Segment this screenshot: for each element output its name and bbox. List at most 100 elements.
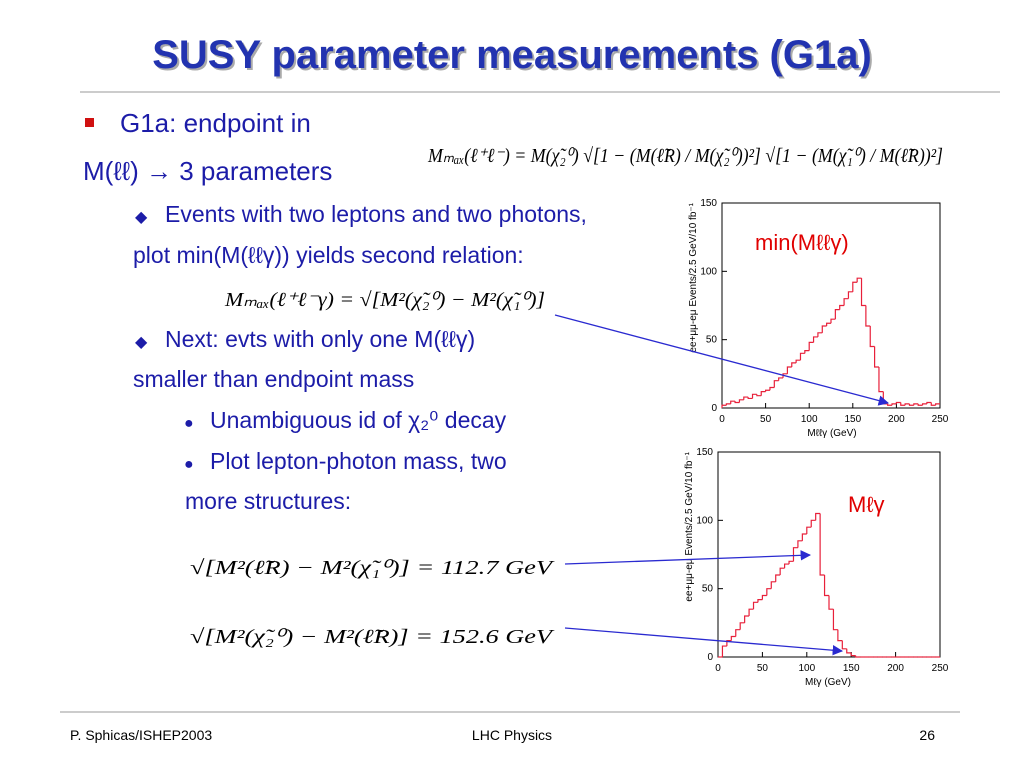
histogram-bin xyxy=(779,567,785,575)
histogram-bin xyxy=(773,380,779,388)
histogram-bin xyxy=(852,281,858,292)
y-axis-label: ee+μμ-eμ Events/2.5 GeV/10 fb⁻¹ xyxy=(688,202,699,352)
histogram-bin xyxy=(921,403,927,406)
histogram-bin xyxy=(735,629,741,637)
y-axis-label: ee+μμ-eμ Events/2.5 GeV/10 fb⁻¹ xyxy=(684,451,695,601)
histogram-bin xyxy=(775,574,781,582)
histogram-bin xyxy=(757,599,763,603)
histogram-bin xyxy=(756,394,762,397)
histogram-bin xyxy=(887,403,893,406)
y-tick-label: 50 xyxy=(706,335,718,346)
histogram-bin xyxy=(752,601,758,610)
histogram-bin xyxy=(865,305,871,327)
histogram-bin xyxy=(795,359,801,363)
plot-frame xyxy=(721,202,941,409)
histogram-bin xyxy=(804,350,810,354)
text-line: Unambiguous id of χ₂⁰ decay xyxy=(210,407,507,433)
y-tick-label: 150 xyxy=(700,198,717,209)
histogram-bin xyxy=(913,403,919,406)
text-line: more structures: xyxy=(185,488,351,514)
formula: √[M²(χ̃₂⁰) − M²(ℓ̃R)] = 152.6 GeV xyxy=(190,626,556,648)
bullet: ◆ xyxy=(135,209,148,226)
histogram-bin xyxy=(778,377,784,381)
histogram-bin xyxy=(908,403,914,406)
histogram-bin xyxy=(826,322,831,326)
formula: Mₘₐₓ(ℓ⁺ℓ⁻) = M(χ̃₂⁰) √[1 − (M(ℓ̃R) / M(χ… xyxy=(427,145,943,167)
histogram-bin xyxy=(738,399,744,403)
arrow xyxy=(564,550,812,565)
text-line: Next: evts with only one M(ℓℓγ) xyxy=(165,326,475,352)
histogram-bin xyxy=(855,655,861,658)
plot-frame xyxy=(717,451,941,658)
histogram-bin xyxy=(751,393,757,399)
x-tick-label: 200 xyxy=(888,414,905,425)
histogram-bin xyxy=(847,291,853,299)
histogram-bin xyxy=(850,652,856,657)
histogram-bin xyxy=(786,366,792,374)
histogram-bin xyxy=(810,519,816,528)
histogram-bin xyxy=(806,526,812,534)
histogram-bin xyxy=(935,403,940,406)
y-tick-label: 50 xyxy=(702,584,714,595)
histogram-bin xyxy=(761,594,767,600)
arrow xyxy=(554,314,890,406)
x-tick-label: 100 xyxy=(798,663,815,674)
histogram-bin xyxy=(860,278,866,307)
y-tick-label: 0 xyxy=(707,652,713,663)
histogram-bin xyxy=(808,341,814,351)
histogram-bin xyxy=(823,575,829,597)
footer-right: 26 xyxy=(919,727,935,743)
histogram-bin xyxy=(837,629,843,642)
histogram-bin xyxy=(788,560,794,565)
histogram-bin xyxy=(801,533,807,541)
y-tick-label: 100 xyxy=(700,266,717,277)
text-line: Plot lepton-photon mass, two xyxy=(210,448,507,474)
text-line: M(ℓℓ) → 3 parameters xyxy=(83,156,332,186)
histogram-bin xyxy=(784,563,790,569)
histogram-bin xyxy=(832,609,838,631)
slide-title: SUSY parameter measurements (G1a) xyxy=(152,33,872,77)
histogram-bin xyxy=(815,512,821,521)
histogram-bin xyxy=(791,362,797,367)
histogram-bin xyxy=(739,622,745,630)
x-tick-label: 0 xyxy=(719,414,725,425)
text-line: smaller than endpoint mass xyxy=(133,366,414,392)
histogram-bin xyxy=(744,615,750,623)
histogram-bin xyxy=(782,373,788,378)
histogram-bin xyxy=(721,645,727,657)
histogram-bin xyxy=(904,403,910,406)
histogram-bin xyxy=(895,401,901,404)
histogram-bin xyxy=(726,640,732,647)
histogram-bin xyxy=(834,309,840,320)
text-line: plot min(M(ℓℓγ)) yields second relation: xyxy=(133,242,524,268)
histogram-bin xyxy=(770,581,776,589)
x-tick-label: 50 xyxy=(760,414,772,425)
histogram-bin xyxy=(725,403,731,406)
histogram-bin xyxy=(734,401,740,404)
histogram-bin xyxy=(874,346,879,368)
histogram-bin xyxy=(766,588,772,596)
y-tick-label: 150 xyxy=(696,447,713,458)
text-line: Events with two leptons and two photons, xyxy=(165,201,587,227)
bullet xyxy=(85,118,94,127)
arrow xyxy=(564,627,844,656)
histogram-bin xyxy=(730,400,736,404)
histogram-bin xyxy=(900,402,906,406)
histogram-bin xyxy=(930,402,936,406)
histogram-bin xyxy=(878,367,884,393)
plots: 0 50 100 150 200 250 0 50 100 150 Mℓℓγ (GeV) ee+μμ-… xyxy=(684,198,949,688)
bullet: ◆ xyxy=(135,334,148,351)
bullet: ● xyxy=(184,456,194,473)
histogram-bin xyxy=(891,403,897,406)
footer-left: P. Sphicas/ISHEP2003 xyxy=(70,727,212,743)
histogram-bin xyxy=(792,547,798,562)
histogram-bin xyxy=(748,608,754,616)
histogram-bin xyxy=(869,326,875,348)
histogram-bin xyxy=(926,401,932,404)
histogram-bin xyxy=(765,389,770,392)
formula: Mₘₐₓ(ℓ⁺ℓ⁻γ) = √[M²(χ̃₂⁰) − M²(χ̃₁⁰)] xyxy=(224,289,545,311)
histogram-bin xyxy=(843,298,849,306)
histogram-bin xyxy=(819,513,825,576)
histogram-bin xyxy=(839,304,845,310)
y-tick-label: 0 xyxy=(711,403,717,414)
